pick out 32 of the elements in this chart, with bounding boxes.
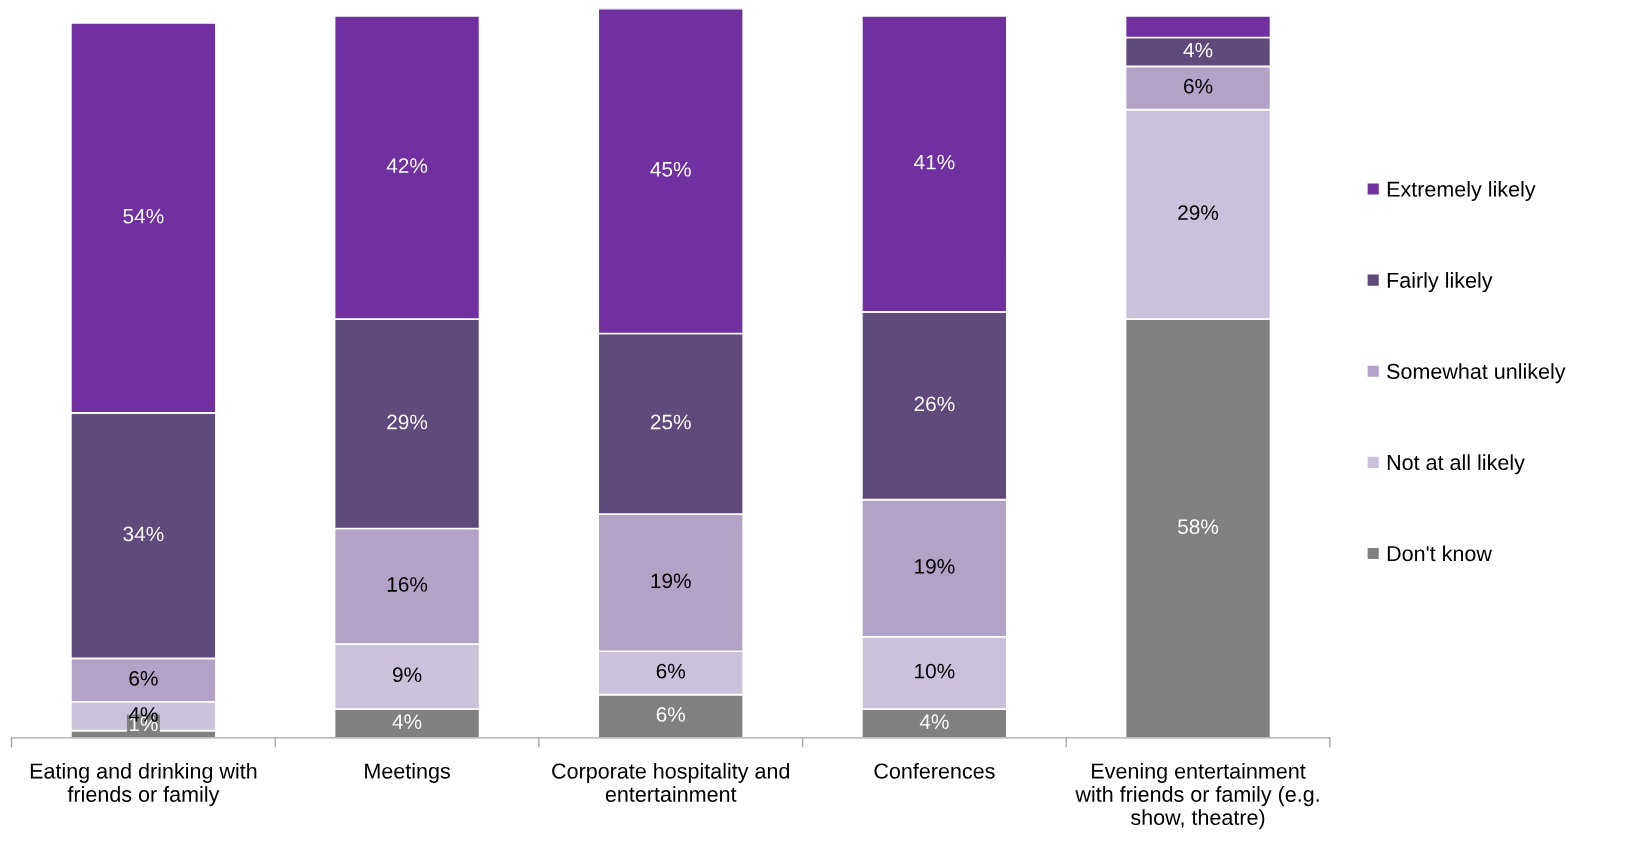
data-label: 58% [1178, 519, 1219, 535]
data-label: 34% [123, 526, 164, 542]
data-label: 6% [1184, 78, 1213, 94]
data-label: 16% [387, 577, 428, 592]
data-label: 4% [1183, 42, 1213, 58]
data-label: 25% [650, 414, 691, 430]
data-label: 10% [915, 663, 955, 679]
data-label: 41% [914, 154, 955, 170]
data-label: 54% [123, 208, 164, 224]
data-label: 19% [915, 559, 955, 574]
data-label: 45% [650, 161, 691, 177]
data-label: 42% [386, 158, 428, 173]
data-label: 6% [129, 670, 158, 686]
data-label: 6% [656, 707, 686, 722]
x-tick-label: Eating and drinking with friends or family [30, 762, 257, 807]
data-label: 6% [656, 663, 686, 679]
data-label: 19% [651, 573, 691, 589]
data-label: 9% [392, 667, 422, 683]
data-label: 29% [1178, 205, 1219, 220]
legend-label: Extremely likely [1387, 180, 1536, 202]
data-label: 4% [392, 714, 422, 729]
x-tick-label: Conferences [874, 762, 995, 779]
x-tick-label: Evening entertainment with friends or family (e.g. show, theatre) [1075, 762, 1319, 830]
x-tick-label: Corporate hospitality and entertainment [552, 762, 789, 802]
legend-label: Fairly likely [1387, 272, 1493, 293]
data-label: 4% [919, 714, 949, 729]
legend-label: Not at all likely [1387, 454, 1525, 475]
legend-label: Don't know [1387, 545, 1492, 562]
data-label: 29% [387, 414, 428, 430]
legend-label: Somewhat unlikely [1387, 363, 1566, 384]
data-label: 26% [914, 396, 955, 412]
x-tick-label: Meetings [365, 762, 450, 783]
